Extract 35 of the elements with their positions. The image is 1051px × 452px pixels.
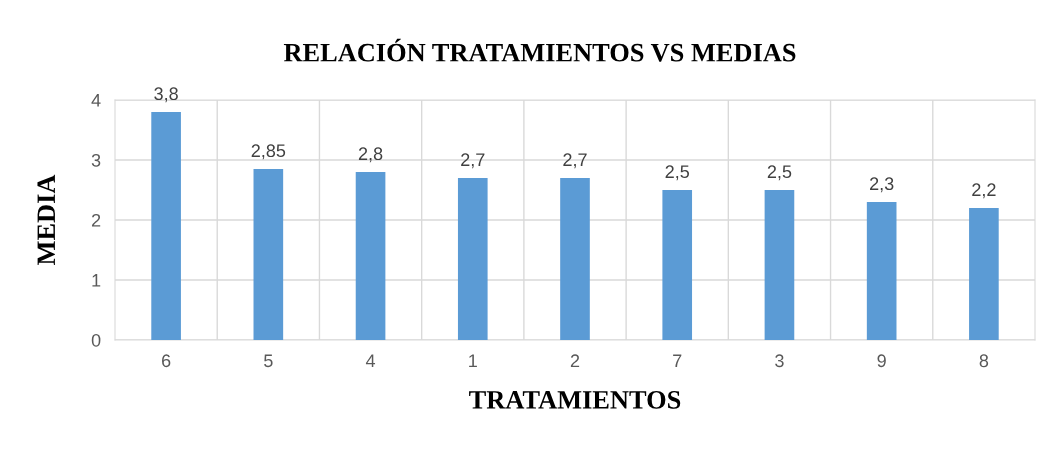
y-tick-label: 0 xyxy=(91,333,101,347)
data-label: 2,5 xyxy=(767,165,792,181)
y-tick-label: 4 xyxy=(91,94,101,107)
bar xyxy=(253,169,284,340)
data-label: 2,2 xyxy=(972,183,996,199)
bar xyxy=(151,112,181,340)
x-tick-label: 5 xyxy=(264,354,273,368)
y-tick-label: 2 xyxy=(91,213,101,227)
data-label: 2,5 xyxy=(665,165,690,181)
data-label: 2,7 xyxy=(563,153,587,169)
bar xyxy=(662,190,693,340)
bar xyxy=(866,202,897,340)
data-label: 2,7 xyxy=(461,153,485,169)
y-tick-label: 3 xyxy=(91,153,101,167)
y-tick-label: 1 xyxy=(92,274,101,287)
x-tick-label: 6 xyxy=(162,354,171,368)
x-tick-label: 4 xyxy=(365,354,376,367)
x-axis-title: TRATAMIENTOS xyxy=(469,391,681,409)
bar xyxy=(457,178,488,340)
data-label: 3,8 xyxy=(154,87,178,103)
chart-title: RELACIÓN TRATAMIENTOS VS MEDIAS xyxy=(283,38,796,62)
x-tick-label: 9 xyxy=(877,354,886,368)
bar xyxy=(560,178,590,340)
x-tick-label: 1 xyxy=(469,354,477,367)
x-tick-label: 2 xyxy=(570,354,580,367)
x-tick-label: 3 xyxy=(775,354,784,368)
data-label: 2,85 xyxy=(251,144,286,160)
data-label: 2,8 xyxy=(358,147,383,163)
data-label: 2,3 xyxy=(870,177,894,193)
bar xyxy=(969,208,999,340)
bar xyxy=(355,172,386,340)
y-axis-title: MEDIA xyxy=(37,174,55,265)
x-tick-label: 8 xyxy=(979,354,989,368)
x-tick-label: 7 xyxy=(673,354,682,367)
bar xyxy=(764,190,795,340)
